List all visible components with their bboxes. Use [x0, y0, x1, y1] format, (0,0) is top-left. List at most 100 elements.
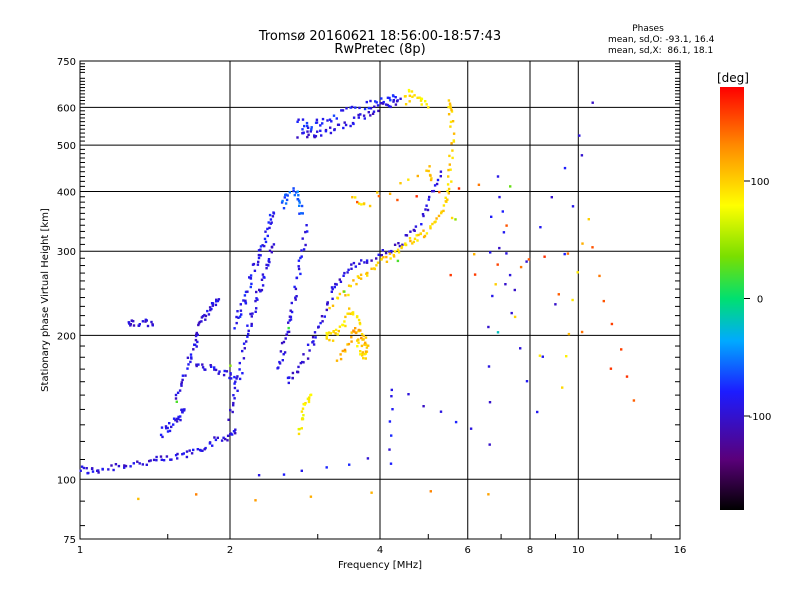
- data-point: [409, 230, 412, 233]
- data-point: [165, 455, 169, 458]
- data-point: [287, 330, 291, 333]
- data-point: [360, 259, 363, 262]
- data-point: [489, 251, 492, 254]
- data-point: [222, 373, 226, 377]
- x-tick-label: 16: [674, 545, 687, 556]
- data-point: [168, 422, 171, 425]
- data-point: [409, 239, 412, 243]
- data-point: [412, 240, 415, 244]
- data-point: [300, 212, 303, 215]
- data-point: [352, 116, 356, 119]
- data-point: [256, 298, 259, 301]
- data-point: [424, 208, 427, 211]
- data-point: [297, 118, 300, 121]
- data-point: [185, 455, 189, 459]
- data-point: [235, 315, 238, 319]
- data-point: [190, 452, 194, 455]
- data-point: [350, 331, 353, 334]
- data-point: [286, 194, 289, 197]
- data-point: [300, 255, 303, 258]
- data-point: [234, 428, 237, 431]
- data-point: [194, 338, 198, 342]
- data-point: [174, 419, 177, 422]
- data-point: [239, 309, 243, 312]
- data-point: [247, 332, 250, 336]
- data-point: [287, 376, 290, 379]
- data-point: [337, 329, 340, 333]
- data-point: [339, 280, 343, 283]
- data-point: [361, 338, 364, 341]
- data-point: [357, 338, 360, 341]
- data-point: [415, 234, 418, 237]
- data-point: [578, 134, 581, 137]
- data-point: [280, 201, 284, 204]
- data-point: [335, 117, 338, 120]
- data-point: [333, 128, 336, 131]
- data-point: [208, 442, 212, 445]
- y-tick-label: 400: [57, 187, 76, 198]
- data-point: [268, 213, 272, 217]
- data-point: [419, 99, 423, 102]
- data-point: [422, 229, 425, 232]
- data-point: [362, 114, 366, 117]
- data-point: [398, 244, 402, 248]
- data-point: [364, 350, 368, 353]
- data-point: [336, 296, 339, 299]
- data-point: [554, 303, 557, 306]
- data-point: [222, 436, 225, 439]
- data-point: [407, 88, 411, 92]
- data-point: [404, 103, 408, 106]
- data-point: [198, 320, 201, 324]
- data-point: [422, 405, 425, 408]
- data-point: [352, 279, 355, 282]
- data-point: [248, 276, 251, 279]
- data-point: [347, 312, 350, 315]
- data-point: [447, 99, 451, 102]
- data-point: [226, 439, 229, 442]
- data-point: [448, 163, 451, 166]
- data-point: [112, 468, 115, 472]
- data-point: [376, 261, 380, 264]
- data-point: [382, 100, 385, 104]
- data-point: [354, 196, 357, 199]
- data-point: [306, 343, 310, 346]
- data-point: [197, 322, 201, 325]
- data-point: [162, 459, 166, 462]
- data-point: [216, 436, 219, 439]
- data-point: [351, 196, 354, 199]
- data-point: [340, 109, 343, 112]
- data-point: [281, 199, 284, 203]
- data-point: [425, 169, 428, 172]
- data-point: [259, 289, 262, 293]
- data-point: [352, 122, 355, 126]
- data-point: [254, 499, 257, 502]
- data-point: [447, 192, 450, 195]
- data-point: [349, 284, 352, 288]
- data-point: [107, 468, 110, 471]
- data-point: [238, 377, 242, 381]
- data-point: [400, 246, 403, 250]
- data-point: [491, 294, 494, 298]
- data-point: [110, 464, 113, 467]
- data-point: [420, 97, 424, 101]
- data-point: [254, 299, 257, 303]
- data-point: [279, 350, 283, 353]
- data-point: [337, 123, 341, 126]
- data-point: [433, 221, 436, 224]
- data-point: [249, 276, 252, 280]
- data-point: [332, 330, 335, 334]
- data-point: [620, 348, 623, 351]
- plot-area: [79, 60, 681, 540]
- data-point: [525, 380, 529, 383]
- y-tick-label: 750: [57, 57, 76, 68]
- data-point: [227, 418, 230, 421]
- data-point: [331, 304, 335, 307]
- data-point: [283, 196, 286, 199]
- data-point: [343, 348, 347, 352]
- data-point: [356, 345, 359, 348]
- data-point: [181, 453, 184, 456]
- data-point: [232, 401, 235, 405]
- data-point: [197, 323, 200, 327]
- colorbar-gradient: [720, 87, 744, 510]
- data-point: [295, 295, 298, 298]
